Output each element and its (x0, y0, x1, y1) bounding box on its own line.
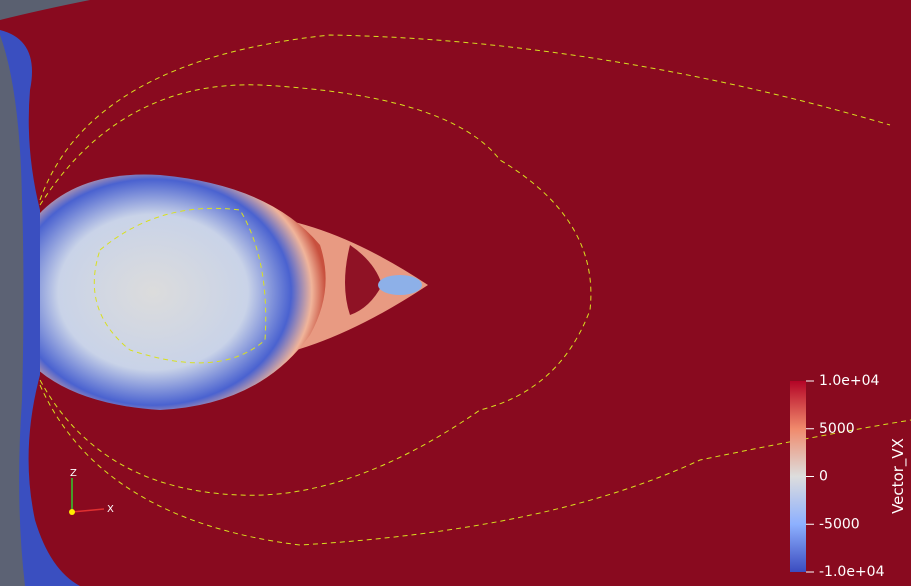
color-bar (790, 381, 806, 572)
x-axis (71, 508, 105, 513)
color-bar-title: Vector_VX (889, 438, 908, 514)
tick-label: -5000 (819, 516, 860, 532)
tick-label: 5000 (819, 421, 855, 437)
origin (69, 509, 75, 515)
tick-label: -1.0e+04 (819, 564, 885, 580)
tick-label: 0 (819, 469, 828, 485)
tick-label: 1.0e+04 (819, 373, 880, 389)
cone-tip (378, 275, 422, 295)
z-label: Z (70, 468, 77, 479)
x-label: X (107, 504, 114, 515)
body (0, 35, 25, 586)
body-top (0, 0, 90, 20)
bubble (38, 174, 326, 410)
contours (39, 34, 911, 546)
cone-hole (345, 245, 382, 315)
